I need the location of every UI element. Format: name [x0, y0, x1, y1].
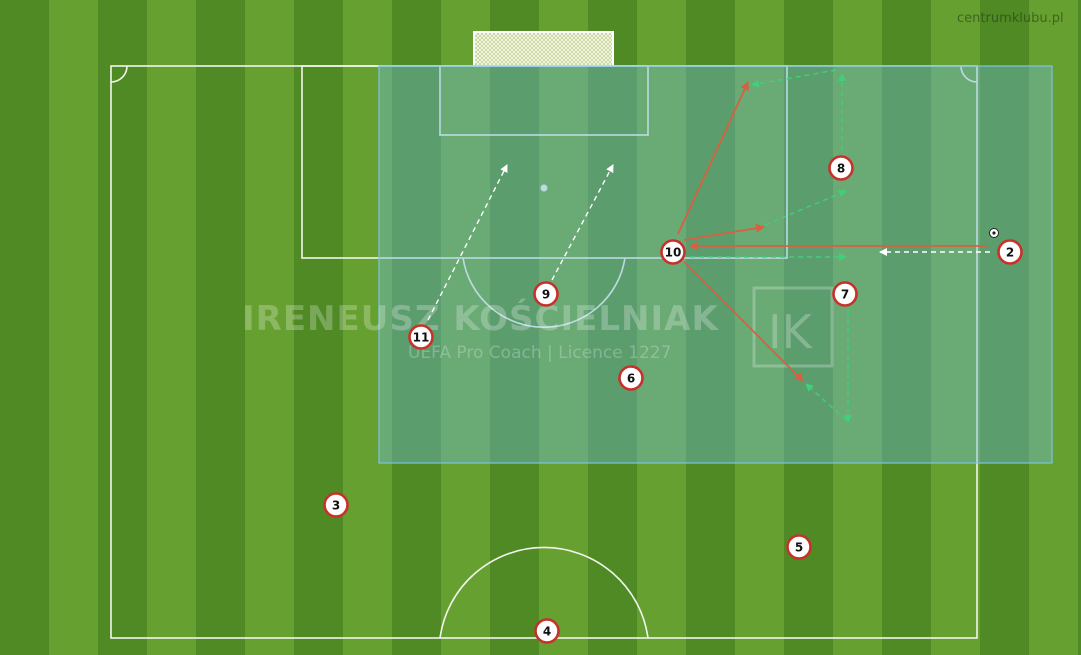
- player-11: 11: [408, 324, 434, 350]
- watermark-logo: IK: [768, 305, 814, 359]
- grass-stripe: [833, 0, 882, 655]
- player-3: 3: [323, 492, 349, 518]
- watermark: IRENEUSZ KOŚCIELNIAK UEFA Pro Coach | Li…: [242, 286, 834, 368]
- green-run-8-diag: [764, 190, 847, 226]
- player-number: 10: [665, 245, 682, 259]
- player-marker: [997, 239, 1023, 265]
- grass-stripe: [98, 0, 147, 655]
- pass-10-to-8: [683, 223, 765, 241]
- grass-stripe: [1078, 0, 1081, 655]
- pass-10-to-7: [683, 261, 804, 382]
- player-marker: [323, 492, 349, 518]
- player-marker: [618, 365, 644, 391]
- grass-stripe: [1029, 0, 1078, 655]
- player-marker: [828, 155, 854, 181]
- player-marker: [832, 281, 858, 307]
- grass-stripe: [686, 0, 735, 655]
- player-marker: [660, 239, 686, 265]
- green-runs: [690, 69, 852, 423]
- player-number: 3: [332, 498, 340, 512]
- run-arrow-11: [427, 164, 508, 321]
- grass-stripe: [931, 0, 980, 655]
- grass-stripe: [735, 0, 784, 655]
- players: 2 3 4 5 6 7 8 9 10 11: [323, 155, 1023, 644]
- grass-stripe: [637, 0, 686, 655]
- run-arrow-9: [551, 164, 614, 281]
- credit-text: centrumklubu.pl: [957, 11, 1064, 26]
- watermark-subtitle: UEFA Pro Coach | Licence 1227: [408, 343, 671, 363]
- player-2: 2: [997, 239, 1023, 265]
- grass-stripe: [980, 0, 1029, 655]
- player-10: 10: [660, 239, 686, 265]
- player-number: 4: [543, 624, 551, 638]
- passes: [677, 81, 988, 382]
- player-number: 5: [795, 540, 803, 554]
- grass-stripe: [588, 0, 637, 655]
- player-marker: [408, 324, 434, 350]
- player-number: 8: [837, 161, 845, 175]
- grass-stripe: [245, 0, 294, 655]
- player-number: 6: [627, 371, 635, 385]
- player-marker: [786, 534, 812, 560]
- ball: [989, 228, 999, 238]
- grass-stripe: [49, 0, 98, 655]
- grass-stripe: [882, 0, 931, 655]
- watermark-logo-frame: [752, 286, 834, 368]
- player-4: 4: [534, 618, 560, 644]
- goal-net: [473, 31, 614, 67]
- player-runs: [427, 164, 990, 321]
- grass-stripe: [196, 0, 245, 655]
- player-8: 8: [828, 155, 854, 181]
- grass-stripe: [490, 0, 539, 655]
- player-7: 7: [832, 281, 858, 307]
- grass-stripe: [0, 0, 49, 655]
- penalty-spot: [540, 184, 548, 192]
- player-marker: [533, 281, 559, 307]
- player-6: 6: [618, 365, 644, 391]
- player-number: 2: [1006, 245, 1014, 259]
- player-9: 9: [533, 281, 559, 307]
- player-5: 5: [786, 534, 812, 560]
- center-circle: [439, 546, 649, 639]
- corner-arc-left: [110, 65, 128, 83]
- player-marker: [534, 618, 560, 644]
- player-number: 7: [841, 287, 849, 301]
- player-number: 9: [542, 287, 550, 301]
- pass-10-deep: [677, 81, 749, 235]
- player-number: 11: [413, 330, 430, 344]
- corner-arc-right: [960, 65, 978, 83]
- grass-stripe: [343, 0, 392, 655]
- watermark-name: IRENEUSZ KOŚCIELNIAK: [242, 298, 719, 339]
- grass-stripe: [147, 0, 196, 655]
- penalty-arc: [462, 257, 626, 328]
- grass-stripe: [441, 0, 490, 655]
- highlight-zone: [378, 65, 1053, 464]
